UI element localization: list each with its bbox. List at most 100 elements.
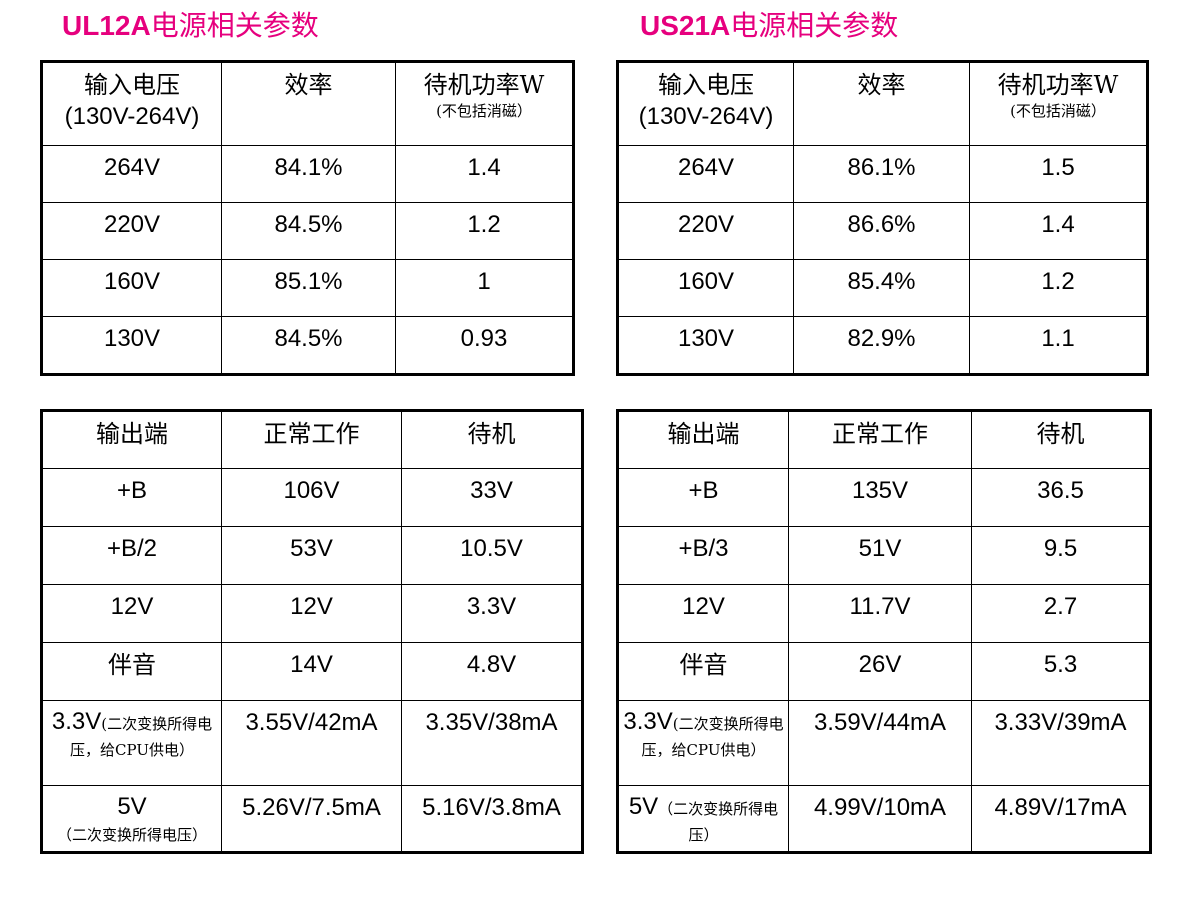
efficiency-cell: 84.5% <box>221 202 396 260</box>
table-row: +B 135V 36.5 <box>617 468 1151 527</box>
standby-cell: 33V <box>401 468 583 527</box>
terminal-cell: 3.3V(二次变换所得电压，给CPU供电） <box>617 700 789 786</box>
table-header-row: 输入电压 (130V-264V) 效率 待机功率W (不包括消磁） <box>617 61 1148 146</box>
terminal-cell: +B <box>617 468 789 527</box>
table-header-row: 输出端 正常工作 待机 <box>617 410 1151 469</box>
terminal-cell: 12V <box>41 584 222 643</box>
normal-cell: 4.99V/10mA <box>788 785 972 853</box>
normal-cell: 3.55V/42mA <box>221 700 402 786</box>
efficiency-cell: 85.1% <box>221 259 396 317</box>
table-row: 12V 11.7V 2.7 <box>617 584 1151 643</box>
normal-cell: 135V <box>788 468 972 527</box>
terminal-cell: 伴音 <box>41 642 222 701</box>
table-row: 264V 84.1% 1.4 <box>41 145 574 203</box>
voltage-cell: 220V <box>617 202 794 260</box>
terminal-cell: 5V（二次变换所得电压） <box>617 785 789 853</box>
voltage-cell: 130V <box>617 316 794 375</box>
voltage-cell: 130V <box>41 316 222 375</box>
table-row: 220V 84.5% 1.2 <box>41 202 574 260</box>
table-row: +B 106V 33V <box>41 468 583 527</box>
standby-power-note: (不包括消磁） <box>1010 102 1106 121</box>
normal-cell: 5.26V/7.5mA <box>221 785 402 853</box>
input-voltage-label: 输入电压 <box>658 71 754 99</box>
terminal-header: 输出端 <box>41 410 222 469</box>
table-row: +B/2 53V 10.5V <box>41 526 583 585</box>
standby-power-header: 待机功率W (不包括消磁） <box>395 61 574 146</box>
us21a-title-model: US21A <box>640 10 731 41</box>
table-row: +B/3 51V 9.5 <box>617 526 1151 585</box>
standby-cell: 3.35V/38mA <box>401 700 583 786</box>
table-row: 160V 85.1% 1 <box>41 259 574 317</box>
efficiency-cell: 82.9% <box>793 316 970 375</box>
standby-cell: 10.5V <box>401 526 583 585</box>
ul12a-title: UL12A电源相关参数 <box>62 4 319 44</box>
terminal-header: 输出端 <box>617 410 789 469</box>
voltage-cell: 160V <box>617 259 794 317</box>
terminal-cell: +B <box>41 468 222 527</box>
table-header-row: 输入电压 (130V-264V) 效率 待机功率W (不包括消磁） <box>41 61 574 146</box>
terminal-note: (二次变换所得电压，给CPU供电） <box>70 715 213 760</box>
table-header-row: 输出端 正常工作 待机 <box>41 410 583 469</box>
efficiency-cell: 86.6% <box>793 202 970 260</box>
terminal-cell: 伴音 <box>617 642 789 701</box>
terminal-main-label: 5V <box>628 793 659 820</box>
table-row: 伴音 14V 4.8V <box>41 642 583 701</box>
standby-cell: 2.7 <box>971 584 1151 643</box>
input-voltage-header: 输入电压 (130V-264V) <box>41 61 222 146</box>
normal-header: 正常工作 <box>221 410 402 469</box>
normal-cell: 53V <box>221 526 402 585</box>
terminal-main-label: 5V <box>117 793 147 820</box>
terminal-cell: 5V （二次变换所得电压） <box>41 785 222 853</box>
standby-cell: 1 <box>395 259 574 317</box>
standby-cell: 1.4 <box>969 202 1148 260</box>
terminal-note: （二次变换所得电压） <box>658 800 779 845</box>
ul12a-input-table: 输入电压 (130V-264V) 效率 待机功率W (不包括消磁） 264V 8… <box>40 60 575 376</box>
terminal-cell: +B/2 <box>41 526 222 585</box>
efficiency-header: 效率 <box>221 61 396 146</box>
normal-cell: 26V <box>788 642 972 701</box>
efficiency-header: 效率 <box>793 61 970 146</box>
standby-cell: 4.89V/17mA <box>971 785 1151 853</box>
standby-cell: 1.2 <box>969 259 1148 317</box>
standby-power-label: 待机功率W <box>997 71 1119 99</box>
us21a-output-table: 输出端 正常工作 待机 +B 135V 36.5 +B/3 51V 9.5 12… <box>616 409 1152 854</box>
table-row: 160V 85.4% 1.2 <box>617 259 1148 317</box>
us21a-title-suffix: 电源相关参数 <box>730 9 899 42</box>
standby-cell: 3.3V <box>401 584 583 643</box>
terminal-note: (二次变换所得电压，给CPU供电） <box>641 715 784 760</box>
voltage-cell: 264V <box>617 145 794 203</box>
table-row: 12V 12V 3.3V <box>41 584 583 643</box>
standby-cell: 0.93 <box>395 316 574 375</box>
voltage-cell: 160V <box>41 259 222 317</box>
input-voltage-header: 输入电压 (130V-264V) <box>617 61 794 146</box>
us21a-title: US21A电源相关参数 <box>640 4 898 44</box>
ul12a-title-model: UL12A <box>62 10 151 41</box>
normal-cell: 12V <box>221 584 402 643</box>
input-voltage-range: (130V-264V) <box>64 103 200 131</box>
table-row: 伴音 26V 5.3 <box>617 642 1151 701</box>
standby-cell: 36.5 <box>971 468 1151 527</box>
normal-cell: 14V <box>221 642 402 701</box>
us21a-input-table: 输入电压 (130V-264V) 效率 待机功率W (不包括消磁） 264V 8… <box>616 60 1149 376</box>
standby-cell: 3.33V/39mA <box>971 700 1151 786</box>
standby-cell: 1.2 <box>395 202 574 260</box>
table-row: 220V 86.6% 1.4 <box>617 202 1148 260</box>
standby-cell: 1.1 <box>969 316 1148 375</box>
terminal-cell: +B/3 <box>617 526 789 585</box>
normal-cell: 51V <box>788 526 972 585</box>
efficiency-cell: 86.1% <box>793 145 970 203</box>
input-voltage-label: 输入电压 <box>84 71 180 99</box>
table-row: 264V 86.1% 1.5 <box>617 145 1148 203</box>
voltage-cell: 264V <box>41 145 222 203</box>
table-row: 3.3V(二次变换所得电压，给CPU供电） 3.55V/42mA 3.35V/3… <box>41 700 583 786</box>
normal-header: 正常工作 <box>788 410 972 469</box>
ul12a-title-suffix: 电源相关参数 <box>150 9 319 42</box>
normal-cell: 3.59V/44mA <box>788 700 972 786</box>
terminal-main-label: 3.3V <box>51 708 102 735</box>
terminal-note: （二次变换所得电压） <box>56 826 207 845</box>
table-row: 5V （二次变换所得电压） 5.26V/7.5mA 5.16V/3.8mA <box>41 785 583 853</box>
standby-power-header: 待机功率W (不包括消磁） <box>969 61 1148 146</box>
efficiency-cell: 84.5% <box>221 316 396 375</box>
table-row: 130V 84.5% 0.93 <box>41 316 574 375</box>
table-row: 5V（二次变换所得电压） 4.99V/10mA 4.89V/17mA <box>617 785 1151 853</box>
